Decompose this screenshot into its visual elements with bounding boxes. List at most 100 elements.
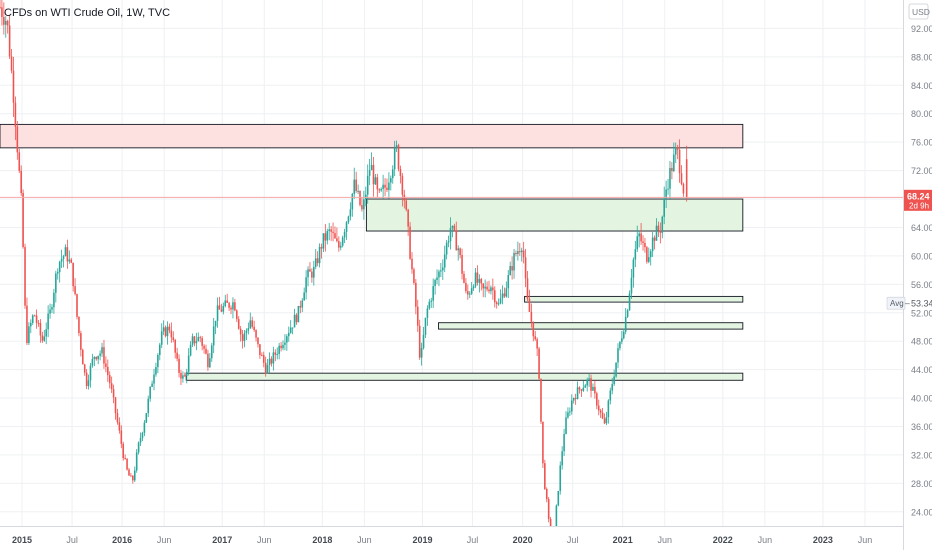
candle (133, 466, 136, 482)
candle (74, 278, 76, 296)
candle-body (411, 258, 413, 270)
candle-body (680, 173, 683, 184)
candle (276, 347, 279, 360)
candle-body (395, 145, 398, 149)
candle-body (343, 231, 346, 238)
candle-body (374, 177, 377, 185)
candle-body (257, 337, 259, 345)
candle-body (141, 432, 144, 439)
candle (395, 140, 398, 153)
candle (534, 330, 537, 341)
time-tick-label: 2022 (713, 535, 733, 545)
candle-body (301, 300, 304, 308)
candle (388, 172, 390, 199)
candle-body (151, 383, 153, 387)
candle (147, 395, 150, 418)
candle-body (542, 421, 544, 464)
candle (12, 56, 15, 118)
candle-body (615, 362, 617, 377)
candle (586, 377, 588, 392)
candle-body (382, 184, 384, 189)
candle (519, 242, 521, 256)
candle (280, 341, 282, 352)
candle (287, 326, 290, 342)
price-tick-label: 40.00 (911, 394, 932, 404)
candle-body (378, 189, 381, 191)
candle-body (43, 336, 46, 341)
candle (43, 329, 46, 342)
candle (559, 461, 562, 495)
candle-body (74, 286, 76, 295)
candle-body (584, 385, 587, 388)
candle-body (49, 309, 51, 314)
candle-body (355, 179, 357, 192)
candle-body (22, 193, 24, 247)
candle (72, 262, 74, 292)
candle-body (205, 348, 207, 354)
candle-body (657, 225, 660, 231)
time-tick-label: Jul (66, 535, 78, 545)
candle-body (663, 198, 665, 217)
time-tick-label: Jun (157, 535, 172, 545)
candle-body (276, 354, 279, 356)
candle (565, 411, 567, 435)
candle-body (245, 330, 248, 334)
candle-body (470, 288, 473, 294)
candle-body (674, 147, 677, 155)
candle-body (520, 250, 523, 253)
candle (509, 261, 511, 276)
candle (482, 282, 485, 298)
candle (540, 378, 542, 424)
candle-body (413, 269, 415, 283)
candle (330, 226, 332, 241)
candle (545, 487, 548, 503)
candle (205, 344, 207, 355)
candle (409, 222, 411, 260)
candle (588, 374, 590, 387)
time-tick-label: 2015 (12, 535, 32, 545)
candle (268, 352, 271, 373)
candle-body (274, 352, 277, 355)
candle (397, 143, 400, 172)
candle-body (97, 355, 99, 360)
candle (382, 174, 384, 199)
zone-rect (524, 295, 744, 303)
price-tick-label: 72.00 (911, 166, 932, 176)
candle-body (287, 332, 290, 337)
candle-body (592, 386, 594, 391)
candle-body (80, 333, 82, 350)
candle (209, 353, 211, 368)
candle (457, 245, 459, 261)
candle-body (284, 342, 286, 345)
candle (305, 270, 307, 300)
candle (407, 208, 409, 236)
candle (210, 342, 213, 362)
candle (313, 260, 315, 286)
candle (81, 348, 84, 365)
candle-body (191, 336, 194, 345)
candle-body (465, 282, 467, 292)
candle-body (345, 222, 348, 232)
candle-body (493, 290, 496, 303)
candle-body (58, 261, 61, 273)
candle-body (83, 364, 86, 373)
candle-body (676, 147, 679, 150)
candle-body (218, 305, 221, 310)
candle-body (621, 338, 623, 342)
candle-body (91, 358, 94, 366)
candle-body (228, 302, 230, 308)
price-tick-label: 60.00 (911, 251, 932, 261)
candle (311, 268, 313, 283)
candle-body (297, 305, 300, 323)
candle (239, 326, 242, 342)
candle-body (532, 321, 535, 337)
candle (619, 341, 621, 351)
candle-body (28, 326, 30, 343)
candle (493, 286, 496, 308)
candle-body (303, 292, 305, 301)
candle-body (137, 442, 140, 453)
candle-body (388, 182, 390, 190)
candle (22, 189, 24, 249)
